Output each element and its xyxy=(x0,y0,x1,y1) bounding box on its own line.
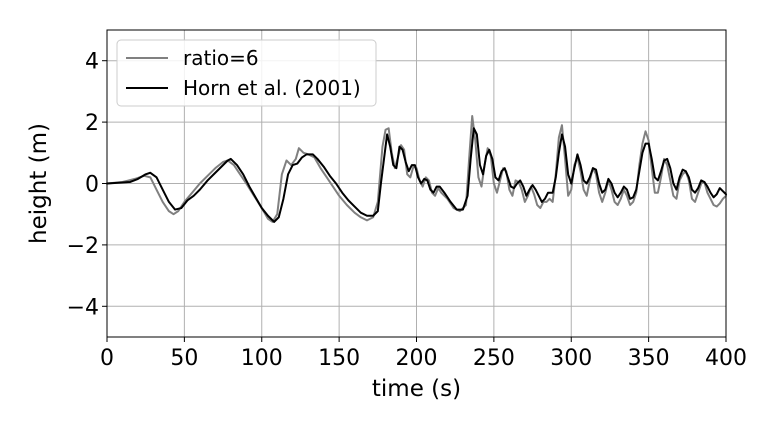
legend-label-horn: Horn et al. (2001) xyxy=(183,76,361,100)
legend-box xyxy=(116,39,377,107)
x-tick-label: 400 xyxy=(705,346,747,371)
x-tick-label: 50 xyxy=(170,346,198,371)
x-tick-label: 100 xyxy=(241,346,283,371)
x-tick-label: 150 xyxy=(318,346,360,371)
x-tick-label: 0 xyxy=(100,346,114,371)
legend-label-ratio: ratio=6 xyxy=(183,46,259,70)
series-layer xyxy=(106,114,727,223)
x-tick-label: 250 xyxy=(473,346,515,371)
series-line-ratio xyxy=(106,114,727,223)
y-tick-label: −2 xyxy=(67,234,99,259)
axis-ticks: 0 50 100 150 200 250 300 350 400 −4 −2 0 2 4 xyxy=(67,50,747,371)
series-line-horn xyxy=(106,127,727,223)
y-axis-title: height (m) xyxy=(26,123,52,244)
x-tick-label: 350 xyxy=(628,346,670,371)
y-tick-label: 0 xyxy=(85,173,99,198)
y-tick-label: −4 xyxy=(67,295,99,320)
x-tick-label: 200 xyxy=(396,346,438,371)
y-tick-label: 4 xyxy=(85,50,99,75)
x-tick-label: 300 xyxy=(550,346,592,371)
x-axis-title: time (s) xyxy=(372,376,461,402)
y-tick-label: 2 xyxy=(85,111,99,136)
legend: ratio=6 Horn et al. (2001) xyxy=(116,39,377,107)
